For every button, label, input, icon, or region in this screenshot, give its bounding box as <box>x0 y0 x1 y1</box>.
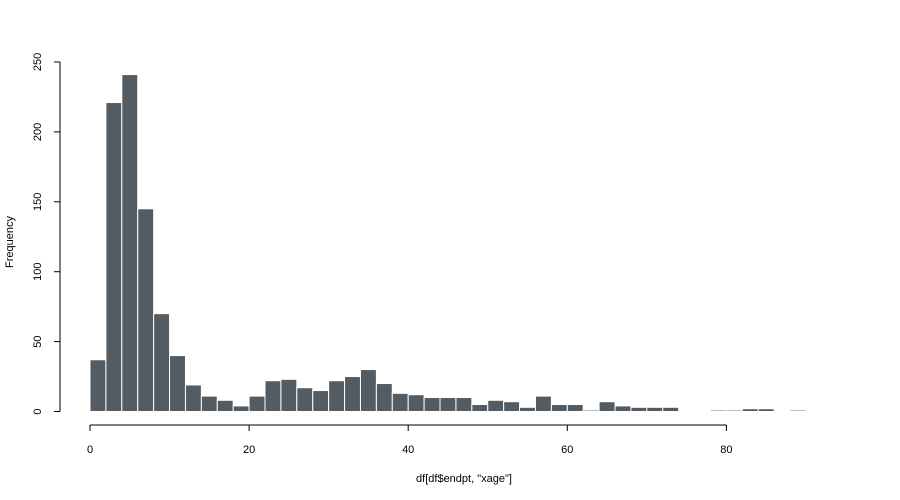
y-tick-label: 200 <box>32 123 44 141</box>
x-axis: 0 20 40 60 80 <box>87 424 733 456</box>
x-axis-title: df[df$endpt, "xage"] <box>416 473 512 485</box>
histogram-bar <box>232 405 250 413</box>
y-tick-label: 100 <box>32 263 44 281</box>
histogram-bar <box>407 394 425 413</box>
y-axis-title: Frequency <box>4 216 16 268</box>
x-tick-label: 80 <box>720 444 732 456</box>
histogram-bar <box>725 409 743 413</box>
histogram-bar <box>630 406 648 412</box>
x-tick-label: 60 <box>561 444 573 456</box>
histogram-bar <box>280 378 298 413</box>
histogram-bar <box>662 406 680 412</box>
histogram-bar <box>169 355 186 412</box>
y-tick-label: 0 <box>32 408 44 414</box>
histogram-bar <box>534 395 552 412</box>
histogram-bar <box>709 409 727 413</box>
histogram-bar <box>455 397 473 412</box>
histogram-bar <box>216 399 234 413</box>
x-tick-label: 40 <box>402 444 414 456</box>
y-axis: 0 50 100 150 200 250 <box>32 53 61 415</box>
y-tick-label: 50 <box>32 335 44 347</box>
histogram-bar <box>471 404 489 413</box>
histogram-bar <box>550 404 568 413</box>
histogram-bar <box>789 409 807 413</box>
histogram-bar <box>614 405 632 413</box>
histogram-bar <box>89 359 107 412</box>
histogram-bar <box>439 397 457 412</box>
histogram-bar <box>248 395 266 412</box>
histogram-bar <box>487 399 505 413</box>
histogram-bar <box>344 376 361 412</box>
histogram-bar <box>184 384 202 413</box>
x-tick-label: 20 <box>243 444 255 456</box>
histogram-bar <box>646 406 664 412</box>
histogram-bar <box>296 387 314 413</box>
histogram-bar <box>598 401 616 412</box>
histogram-bar <box>264 380 282 412</box>
histogram-bar <box>566 404 584 413</box>
histogram-bar <box>375 383 393 413</box>
histogram-bar <box>423 397 441 412</box>
y-tick-label: 250 <box>32 53 44 71</box>
histogram-bar <box>741 408 759 413</box>
x-tick-label: 0 <box>87 444 93 456</box>
histogram-bars <box>89 74 807 413</box>
histogram-bar <box>359 369 377 412</box>
histogram-bar <box>137 208 155 412</box>
histogram-bar <box>503 401 521 412</box>
histogram-bar <box>757 408 775 413</box>
y-tick-label: 150 <box>32 193 44 211</box>
histogram-bar <box>328 380 346 412</box>
histogram-bar <box>153 313 171 413</box>
histogram-bar <box>105 102 123 412</box>
histogram-bar <box>121 74 139 413</box>
histogram-bar <box>582 409 600 413</box>
histogram-bar <box>200 395 218 412</box>
histogram-bar <box>391 392 409 412</box>
histogram-bar <box>519 406 536 412</box>
histogram-bar <box>312 390 330 412</box>
